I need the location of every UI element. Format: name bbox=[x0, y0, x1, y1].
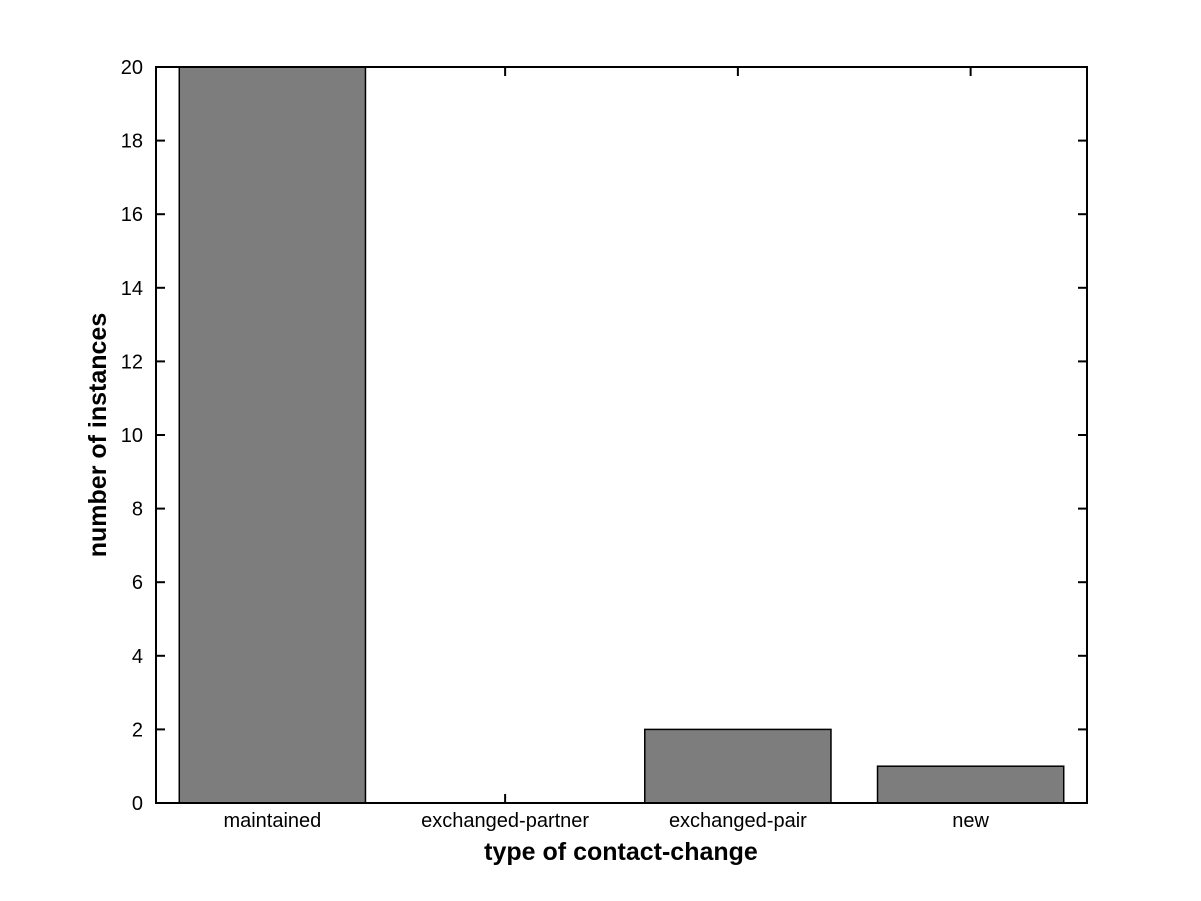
x-tick-label: maintained bbox=[223, 810, 321, 832]
y-tick-label: 20 bbox=[121, 57, 143, 79]
y-tick-label: 10 bbox=[121, 425, 143, 447]
x-tick-label: exchanged-pair bbox=[669, 810, 807, 832]
bar-exchanged-pair bbox=[644, 728, 832, 804]
x-tick-label: new bbox=[952, 810, 989, 832]
y-axis-label: number of instances bbox=[84, 313, 112, 558]
y-tick-label: 6 bbox=[132, 572, 143, 594]
y-tick-label: 4 bbox=[132, 646, 143, 668]
y-tick-label: 0 bbox=[132, 793, 143, 815]
y-tick-label: 12 bbox=[121, 351, 143, 373]
y-tick-label: 8 bbox=[132, 499, 143, 521]
bar-maintained bbox=[178, 66, 367, 804]
plot-frame bbox=[155, 66, 1088, 804]
x-tick-label: exchanged-partner bbox=[421, 810, 589, 832]
y-tick-label: 18 bbox=[121, 131, 143, 153]
x-axis-label: type of contact-change bbox=[484, 838, 758, 866]
y-tick-label: 14 bbox=[121, 278, 143, 300]
y-tick-label: 16 bbox=[121, 204, 143, 226]
bar-new bbox=[876, 765, 1065, 804]
y-tick-label: 2 bbox=[132, 719, 143, 741]
